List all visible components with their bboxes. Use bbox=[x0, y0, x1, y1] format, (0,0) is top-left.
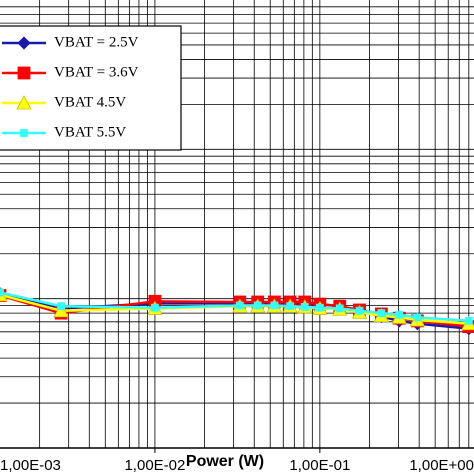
marker bbox=[315, 303, 324, 312]
marker bbox=[17, 66, 31, 80]
marker bbox=[377, 309, 386, 318]
legend-label: VBAT 4.5V bbox=[54, 94, 126, 110]
x-tick-label: 1,00E-01 bbox=[289, 457, 350, 474]
x-tick-label: 1,00E-03 bbox=[0, 457, 61, 474]
marker bbox=[300, 303, 309, 311]
marker bbox=[20, 129, 28, 137]
plot bbox=[0, 287, 474, 336]
x-tick-label: 1,00E+00 bbox=[409, 457, 474, 474]
marker bbox=[286, 302, 295, 311]
marker bbox=[395, 310, 404, 319]
marker bbox=[0, 288, 4, 297]
legend: VBAT = 2.5V VBAT = 3.6V VBAT 4.5V VBAT 5.5V bbox=[0, 25, 182, 151]
marker bbox=[335, 304, 344, 313]
marker bbox=[253, 301, 262, 310]
marker bbox=[464, 316, 473, 325]
marker bbox=[270, 301, 279, 310]
x-tick-label: 1,00E-02 bbox=[124, 457, 185, 474]
legend-label: VBAT 5.5V bbox=[54, 124, 126, 140]
marker bbox=[355, 306, 364, 315]
legend-label: VBAT = 2.5V bbox=[54, 34, 139, 50]
marker bbox=[16, 95, 32, 110]
marker bbox=[151, 303, 159, 312]
axes: 1,00E-03 1,00E-02 1,00E-01 1,00E+00 Power (W… bbox=[0, 447, 474, 474]
marker bbox=[17, 36, 31, 50]
legend-box bbox=[0, 25, 182, 151]
marker bbox=[57, 302, 66, 311]
legend-label: VBAT = 3.6V bbox=[54, 64, 139, 80]
marker bbox=[235, 301, 244, 310]
marker bbox=[53, 302, 69, 318]
marker bbox=[413, 313, 422, 322]
x-axis-label: Power (W) bbox=[186, 453, 264, 470]
